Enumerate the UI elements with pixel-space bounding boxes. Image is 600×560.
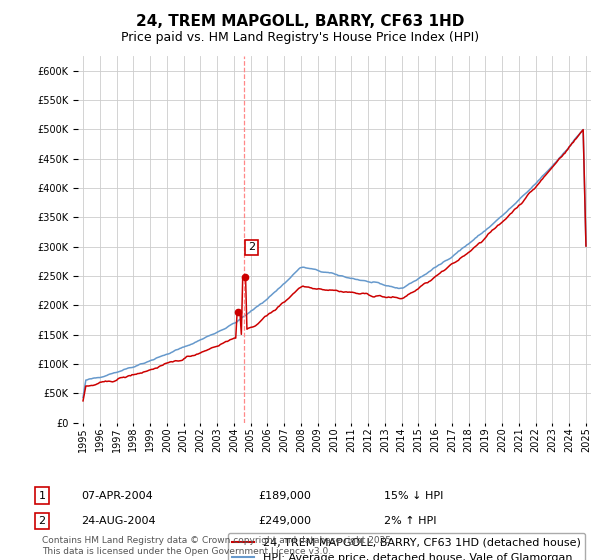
- Text: 2: 2: [38, 516, 46, 526]
- Text: Price paid vs. HM Land Registry's House Price Index (HPI): Price paid vs. HM Land Registry's House …: [121, 31, 479, 44]
- Text: 15% ↓ HPI: 15% ↓ HPI: [384, 491, 443, 501]
- Text: 2: 2: [248, 242, 255, 253]
- Text: £189,000: £189,000: [258, 491, 311, 501]
- Text: Contains HM Land Registry data © Crown copyright and database right 2025.
This d: Contains HM Land Registry data © Crown c…: [42, 536, 394, 556]
- Text: 24, TREM MAPGOLL, BARRY, CF63 1HD: 24, TREM MAPGOLL, BARRY, CF63 1HD: [136, 14, 464, 29]
- Text: 24-AUG-2004: 24-AUG-2004: [81, 516, 155, 526]
- Text: 1: 1: [38, 491, 46, 501]
- Legend: 24, TREM MAPGOLL, BARRY, CF63 1HD (detached house), HPI: Average price, detached: 24, TREM MAPGOLL, BARRY, CF63 1HD (detac…: [227, 533, 586, 560]
- Text: 07-APR-2004: 07-APR-2004: [81, 491, 153, 501]
- Text: £249,000: £249,000: [258, 516, 311, 526]
- Text: 2% ↑ HPI: 2% ↑ HPI: [384, 516, 437, 526]
